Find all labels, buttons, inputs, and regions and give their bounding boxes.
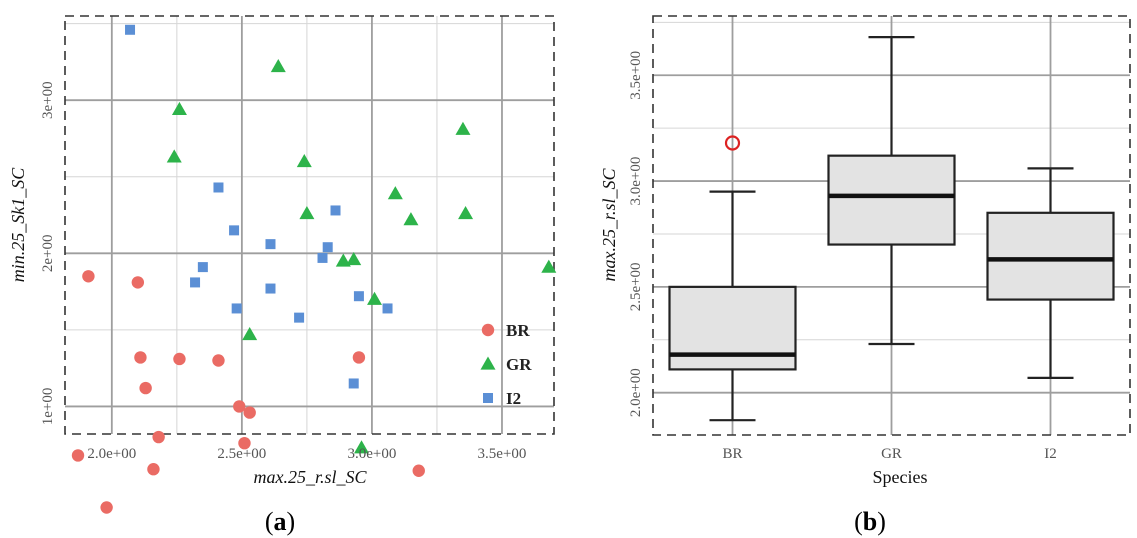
scatter-panel-frame <box>64 15 555 435</box>
boxplot-y-tick-label: 2.5e+00 <box>628 262 644 311</box>
scatter-point-br <box>139 381 152 395</box>
scatter-point-gr <box>354 440 370 454</box>
scatter-point-br <box>100 501 113 514</box>
scatter-point-br <box>71 449 85 462</box>
legend-label-br: BR <box>506 321 530 340</box>
scatter-point-gr <box>296 153 312 168</box>
scatter-panel: 2.0e+00 2.5e+00 3.0e+00 3.5e+00 1e+00 2e+00 3e… <box>8 15 557 536</box>
scatter-point-i2 <box>265 283 276 294</box>
scatter-point-i2 <box>294 312 305 323</box>
scatter-point-br <box>233 400 246 413</box>
box-iqr <box>986 211 1115 301</box>
boxplot-group-i2 <box>986 167 1115 379</box>
scatter-point-i2 <box>265 239 276 250</box>
legend-label-i2: I2 <box>506 389 521 408</box>
scatter-x-tick-label: 3.0e+00 <box>347 446 396 462</box>
scatter-point-gr <box>299 206 315 220</box>
scatter-point-i2 <box>382 303 393 314</box>
scatter-point-i2 <box>190 277 201 288</box>
boxplot-y-tick-label: 2.0e+00 <box>628 368 644 417</box>
scatter-point-gr <box>346 251 362 266</box>
scatter-points <box>71 24 557 514</box>
scatter-point-br <box>173 352 186 366</box>
scatter-point-gr <box>458 206 474 220</box>
scatter-point-br <box>412 464 425 477</box>
scatter-point-i2 <box>231 303 242 314</box>
scatter-y-axis-title: min.25_Sk1_SC <box>8 167 28 282</box>
scatter-x-axis-title: max.25_r.sl_SC <box>253 467 367 487</box>
boxplot-boxes <box>668 36 1115 422</box>
scatter-point-gr <box>387 186 403 200</box>
boxplot-tick-labels: 2.0e+00 2.5e+00 3.0e+00 3.5e+00 BR GR I2 <box>628 51 1057 462</box>
scatter-point-i2 <box>213 182 224 193</box>
box-iqr <box>668 285 797 371</box>
scatter-point-gr <box>541 259 557 273</box>
boxplot-y-axis-title: max.25_r.sl_SC <box>599 168 619 282</box>
boxplot-panel: 2.0e+00 2.5e+00 3.0e+00 3.5e+00 BR GR I2 Speci… <box>599 15 1131 536</box>
scatter-point-i2 <box>322 242 333 253</box>
scatter-point-gr <box>367 291 383 305</box>
scatter-point-br <box>238 436 251 450</box>
legend-label-gr: GR <box>506 355 532 374</box>
boxplot-x-tick-label: BR <box>722 446 742 462</box>
scatter-point-gr <box>455 121 471 135</box>
scatter-y-tick-label: 3e+00 <box>40 81 56 119</box>
scatter-point-i2 <box>348 378 359 389</box>
scatter-point-i2 <box>353 291 364 302</box>
legend-marker-gr <box>480 356 496 370</box>
scatter-point-i2 <box>197 262 208 273</box>
scatter-point-br <box>152 430 165 444</box>
boxplot-y-tick-label: 3.5e+00 <box>628 51 644 100</box>
box-iqr <box>827 154 956 246</box>
scatter-point-br <box>134 351 147 364</box>
outlier-point <box>724 135 741 151</box>
boxplot-panel-frame <box>652 15 1131 436</box>
scatter-point-br <box>147 463 160 476</box>
boxplot-group-gr <box>827 36 956 346</box>
scatter-grid <box>65 16 554 434</box>
panel-label-b: (b) <box>854 507 886 536</box>
boxplot-x-tick-label: I2 <box>1044 446 1057 462</box>
scatter-point-i2 <box>330 205 341 216</box>
scatter-tick-labels: 2.0e+00 2.5e+00 3.0e+00 3.5e+00 1e+00 2e+00 3e… <box>40 81 526 462</box>
scatter-point-br <box>131 276 145 289</box>
scatter-point-br <box>82 270 95 283</box>
legend-marker-br <box>481 323 495 337</box>
scatter-point-i2 <box>317 252 328 263</box>
scatter-point-gr <box>403 212 419 226</box>
scatter-point-br <box>212 354 225 367</box>
scatter-point-gr <box>335 253 351 267</box>
boxplot-x-tick-label: GR <box>881 446 902 462</box>
scatter-point-gr <box>171 101 187 116</box>
legend-marker-i2 <box>483 393 493 403</box>
scatter-x-tick-label: 3.5e+00 <box>478 446 527 462</box>
scatter-y-tick-label: 2e+00 <box>40 235 56 273</box>
scatter-x-tick-label: 2.0e+00 <box>87 446 136 462</box>
scatter-point-gr <box>242 326 258 341</box>
scatter-point-i2 <box>125 24 136 35</box>
boxplot-x-axis-title: Species <box>873 467 928 487</box>
scatter-point-i2 <box>229 225 240 236</box>
boxplot-group-br <box>668 135 797 422</box>
scatter-legend: BR GR I2 <box>480 321 532 408</box>
scatter-y-tick-label: 1e+00 <box>40 388 56 426</box>
scatter-point-gr <box>270 59 286 73</box>
scatter-x-tick-label: 2.5e+00 <box>217 446 266 462</box>
scatter-point-br <box>352 351 366 364</box>
panel-label-a: (a) <box>265 507 295 536</box>
scatter-point-gr <box>166 149 182 163</box>
scatter-point-br <box>243 406 256 419</box>
boxplot-y-tick-label: 3.0e+00 <box>628 157 644 206</box>
